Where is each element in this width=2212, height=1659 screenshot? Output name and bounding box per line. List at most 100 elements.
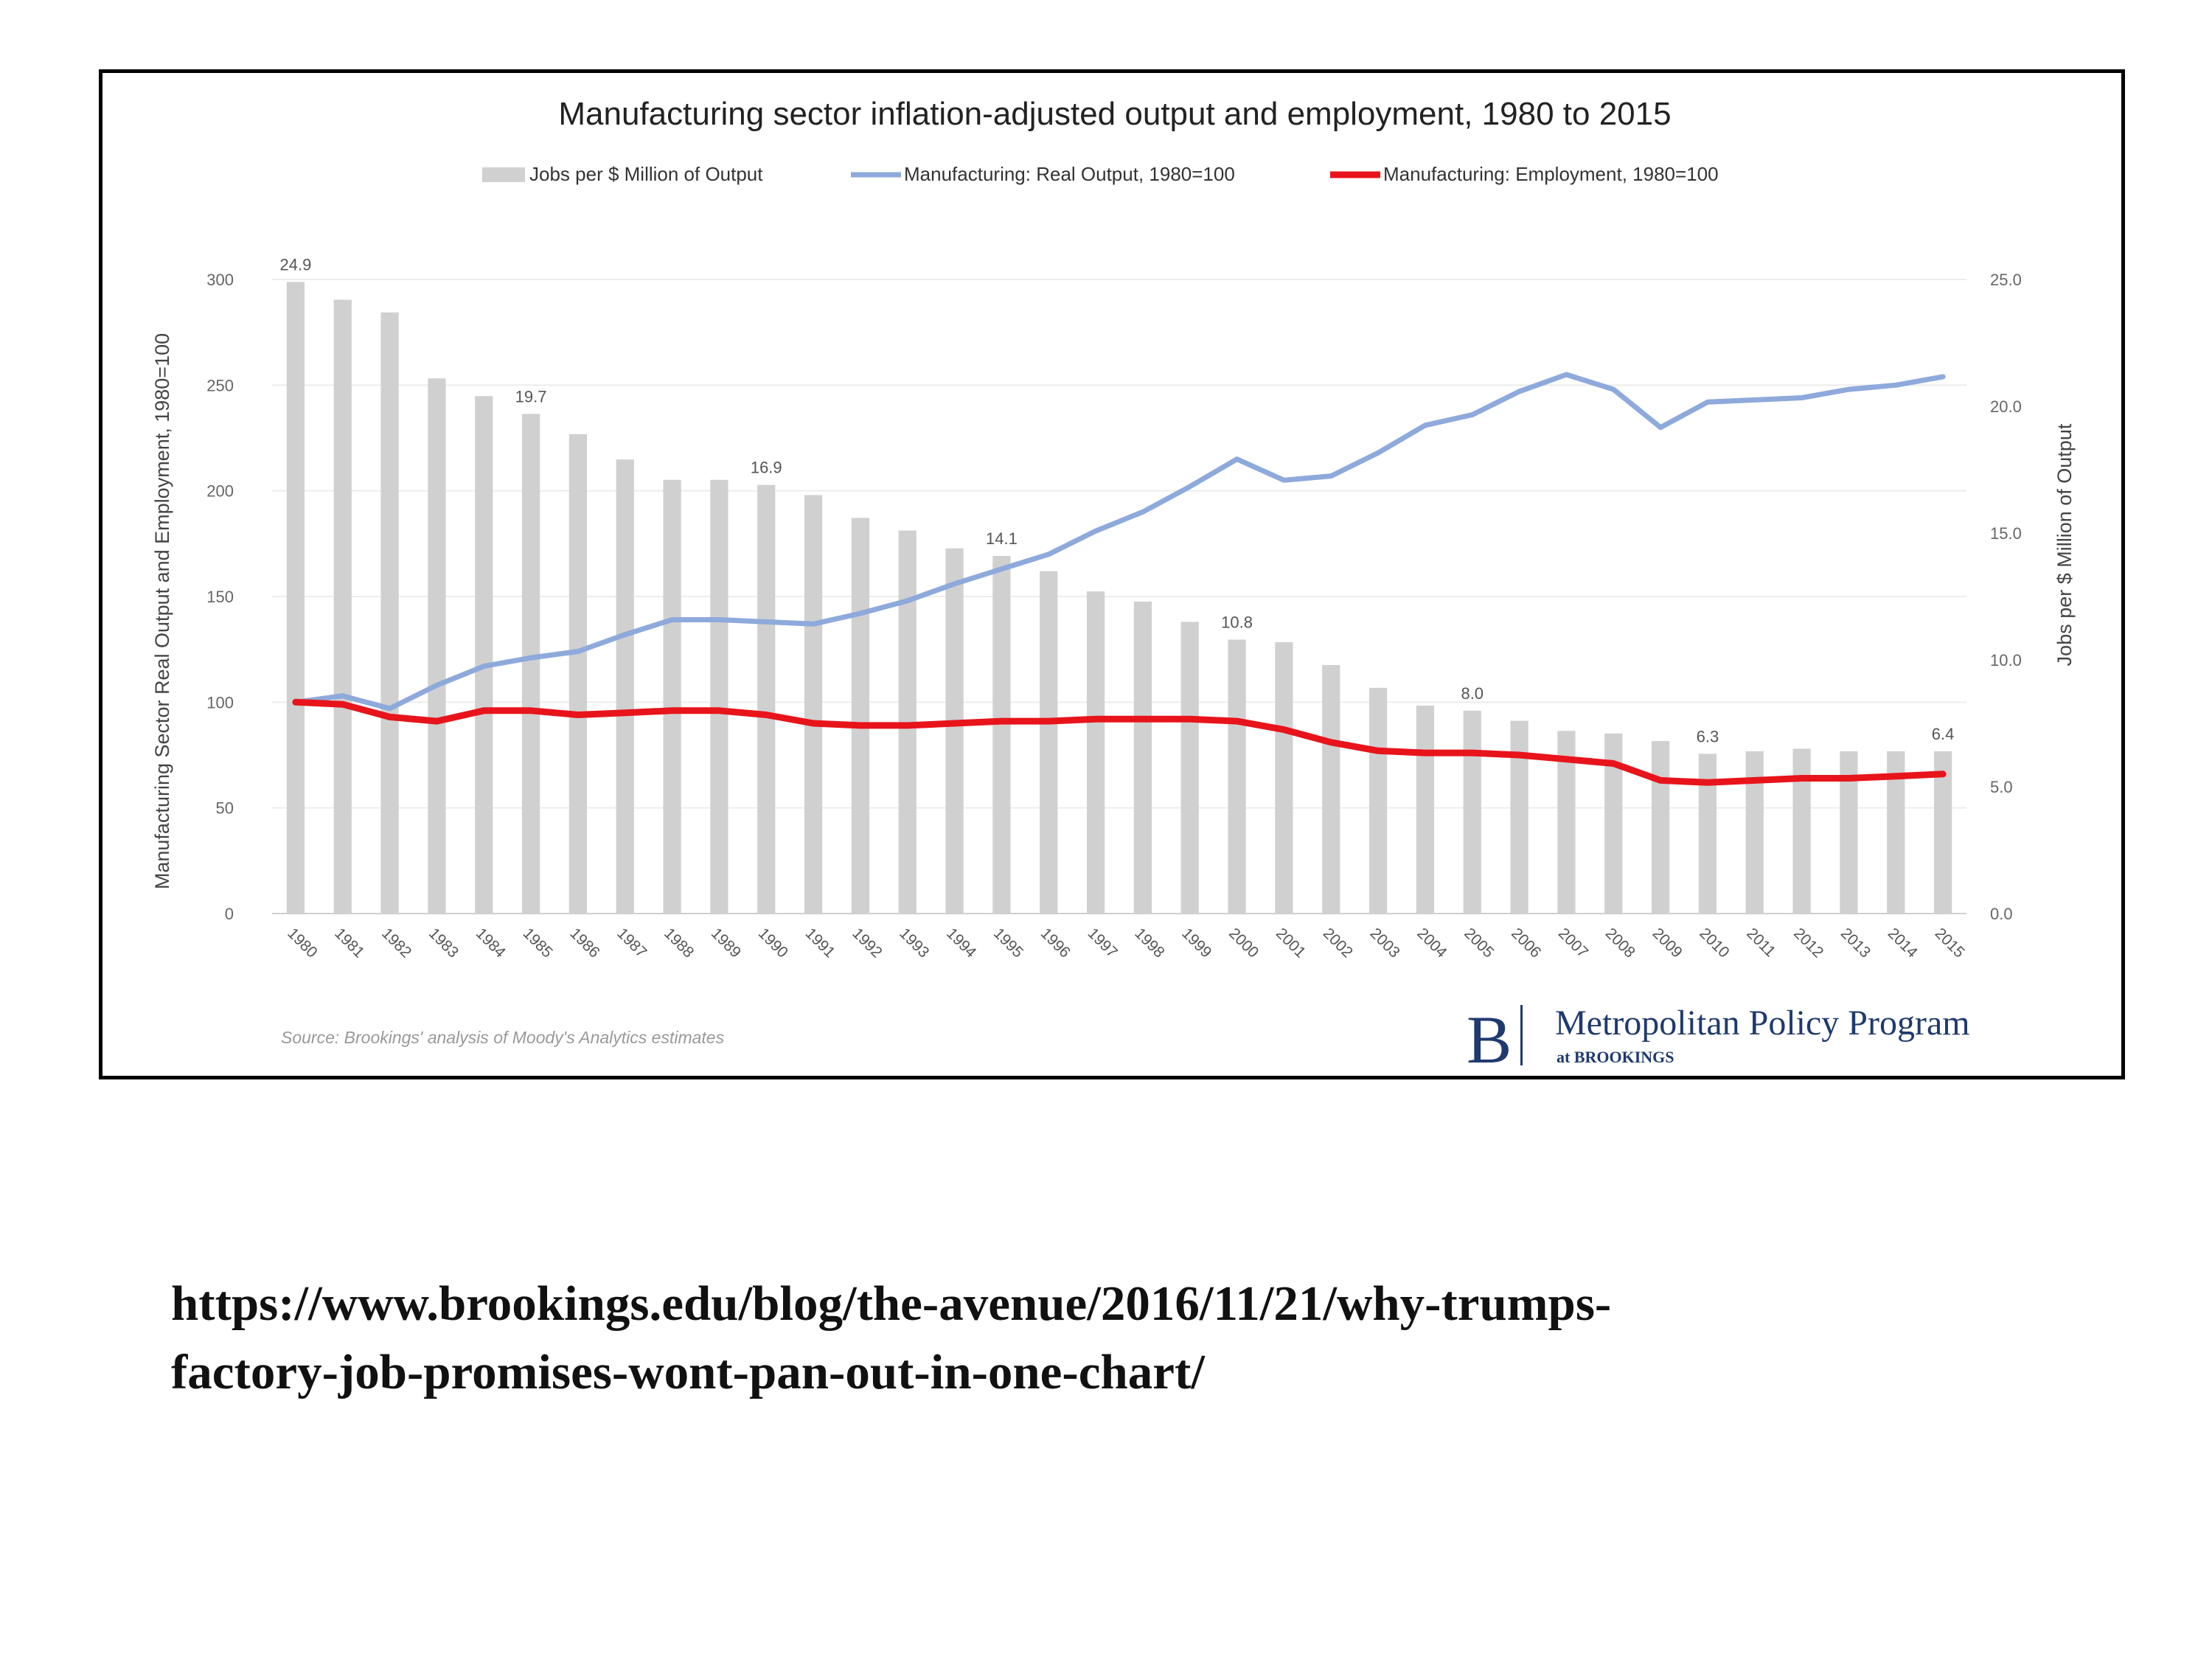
bar <box>1416 705 1435 914</box>
x-axis-tick-label: 1983 <box>425 925 462 961</box>
bar-data-label: 24.9 <box>280 255 312 274</box>
bar-data-label: 8.0 <box>1461 684 1484 703</box>
x-axis-tick-label: 1998 <box>1131 925 1167 961</box>
x-axis-tick-label: 2011 <box>1743 925 1778 960</box>
source-url[interactable]: https://www.brookings.edu/blog/the-avenu… <box>171 1270 2118 1407</box>
x-axis-tick-label: 2005 <box>1461 925 1497 961</box>
y-axis-tick-label: 200 <box>206 482 234 501</box>
y2-axis-tick-label: 5.0 <box>1990 778 2013 796</box>
y2-axis-tick-label: 0.0 <box>1990 905 2013 923</box>
source-note: Source: Brookings' analysis of Moody's A… <box>281 1028 725 1047</box>
legend-label: Jobs per $ Million of Output <box>529 163 763 185</box>
bar <box>804 495 823 914</box>
x-axis-tick-label: 1996 <box>1037 925 1074 961</box>
x-axis-tick-label: 1984 <box>473 925 509 961</box>
x-axis-tick-label: 2008 <box>1602 925 1638 961</box>
x-axis-tick-label: 1987 <box>613 925 650 961</box>
bar <box>1180 622 1199 914</box>
bar <box>1698 754 1717 914</box>
program-name: Metropolitan Policy Program <box>1555 1004 1970 1043</box>
y-axis-tick-label: 300 <box>206 271 234 289</box>
bar <box>380 312 399 914</box>
x-axis-tick-label: 1981 <box>331 925 367 961</box>
y-axis-tick-label: 50 <box>216 799 234 818</box>
bar-data-label: 16.9 <box>751 459 782 477</box>
x-axis-tick-label: 2007 <box>1555 925 1591 961</box>
bar <box>616 459 634 914</box>
x-axis-tick-label: 1982 <box>378 925 414 961</box>
chart-gridlines <box>272 279 1966 914</box>
employment-line <box>292 698 1947 786</box>
x-axis-tick-label: 1985 <box>520 925 556 961</box>
y2-axis-tick-label: 10.0 <box>1990 651 2022 669</box>
bar <box>568 434 588 914</box>
x-axis-tick-label: 1994 <box>943 925 980 961</box>
y2-axis-tick-label: 20.0 <box>1990 397 2022 416</box>
bar <box>1463 710 1481 914</box>
brookings-logo-letter: B <box>1467 1002 1512 1076</box>
bar <box>475 396 493 914</box>
bar <box>1510 720 1528 914</box>
x-axis-tick-label: 2010 <box>1696 925 1732 961</box>
bar <box>992 555 1011 914</box>
bar <box>286 282 305 914</box>
chart-frame: Manufacturing sector inflation-adjusted … <box>99 69 2125 1079</box>
bar <box>1368 687 1388 914</box>
x-axis-tick-label: 1999 <box>1178 925 1214 961</box>
x-axis-tick-label: 2004 <box>1413 925 1450 961</box>
x-axis-tick-label: 1986 <box>566 925 602 961</box>
x-axis-tick-label: 2002 <box>1320 925 1356 961</box>
y2-axis-tick-label: 15.0 <box>1990 524 2022 543</box>
chart-legend: Jobs per $ Million of Output Manufacturin… <box>482 163 1719 185</box>
x-axis-tick-label: 1990 <box>755 925 791 961</box>
bar <box>333 299 352 914</box>
bar <box>710 479 728 914</box>
bar <box>1933 751 1952 914</box>
y-axis-title: Manufacturing Sector Real Output and Emp… <box>151 333 173 889</box>
x-axis-tick-label: 1992 <box>849 925 885 961</box>
x-axis-tick-label: 2006 <box>1508 925 1544 961</box>
x-axis-tick-label: 1993 <box>896 925 932 961</box>
legend-label: Manufacturing: Real Output, 1980=100 <box>904 163 1235 185</box>
bar <box>757 484 776 914</box>
bar <box>521 414 540 914</box>
y-axis-tick-label: 150 <box>206 588 234 606</box>
x-axis-tick-label: 2000 <box>1225 925 1262 961</box>
bar <box>1133 601 1152 914</box>
bar <box>851 518 870 914</box>
legend-swatch-bar <box>482 167 525 182</box>
legend-label: Manufacturing: Employment, 1980=100 <box>1383 163 1719 185</box>
y-axis-tick-label: 250 <box>206 376 234 394</box>
x-axis-tick-label: 2015 <box>1932 925 1968 961</box>
y-axis-tick-label: 100 <box>206 693 234 712</box>
bar <box>1792 748 1811 914</box>
x-axis-tick-label: 1997 <box>1085 925 1121 961</box>
x-axis-tick-label: 2003 <box>1367 925 1403 961</box>
bar <box>1040 571 1058 914</box>
source-url-line-2[interactable]: factory-job-promises-wont-pan-out-in-one… <box>171 1345 1205 1399</box>
program-affiliation: at BROOKINGS <box>1557 1048 1674 1066</box>
chart-title: Manufacturing sector inflation-adjusted … <box>558 96 1671 132</box>
x-axis-tick-label: 2013 <box>1837 925 1874 961</box>
x-axis-tick-label: 2009 <box>1649 925 1686 961</box>
x-axis-tick-label: 1988 <box>661 925 697 961</box>
x-axis-tick-label: 2001 <box>1273 925 1309 961</box>
x-axis-tick-label: 1991 <box>802 925 838 961</box>
bar <box>1322 664 1340 914</box>
logo-divider <box>1520 1005 1523 1065</box>
bar <box>1651 741 1670 914</box>
bar-data-label: 10.8 <box>1221 613 1253 631</box>
bar <box>1275 641 1293 914</box>
bar <box>1086 591 1105 914</box>
y-axis-tick-label: 0 <box>225 905 234 923</box>
x-axis-tick-label: 1980 <box>284 925 320 961</box>
real-output-line <box>293 372 1946 712</box>
y2-axis-tick-label: 25.0 <box>1990 271 2022 289</box>
chart-bars: 24.9 19.7 16.9 14.1 10.8 8.0 6.3 6.4 <box>280 255 1954 914</box>
bar <box>663 479 681 914</box>
bar <box>428 378 446 914</box>
source-url-line-1[interactable]: https://www.brookings.edu/blog/the-avenu… <box>171 1276 1612 1331</box>
y2-axis-title: Jobs per $ Million of Output <box>2053 423 2076 666</box>
bar-data-label: 14.1 <box>986 529 1018 548</box>
x-axis-tick-label: 1995 <box>990 925 1026 961</box>
